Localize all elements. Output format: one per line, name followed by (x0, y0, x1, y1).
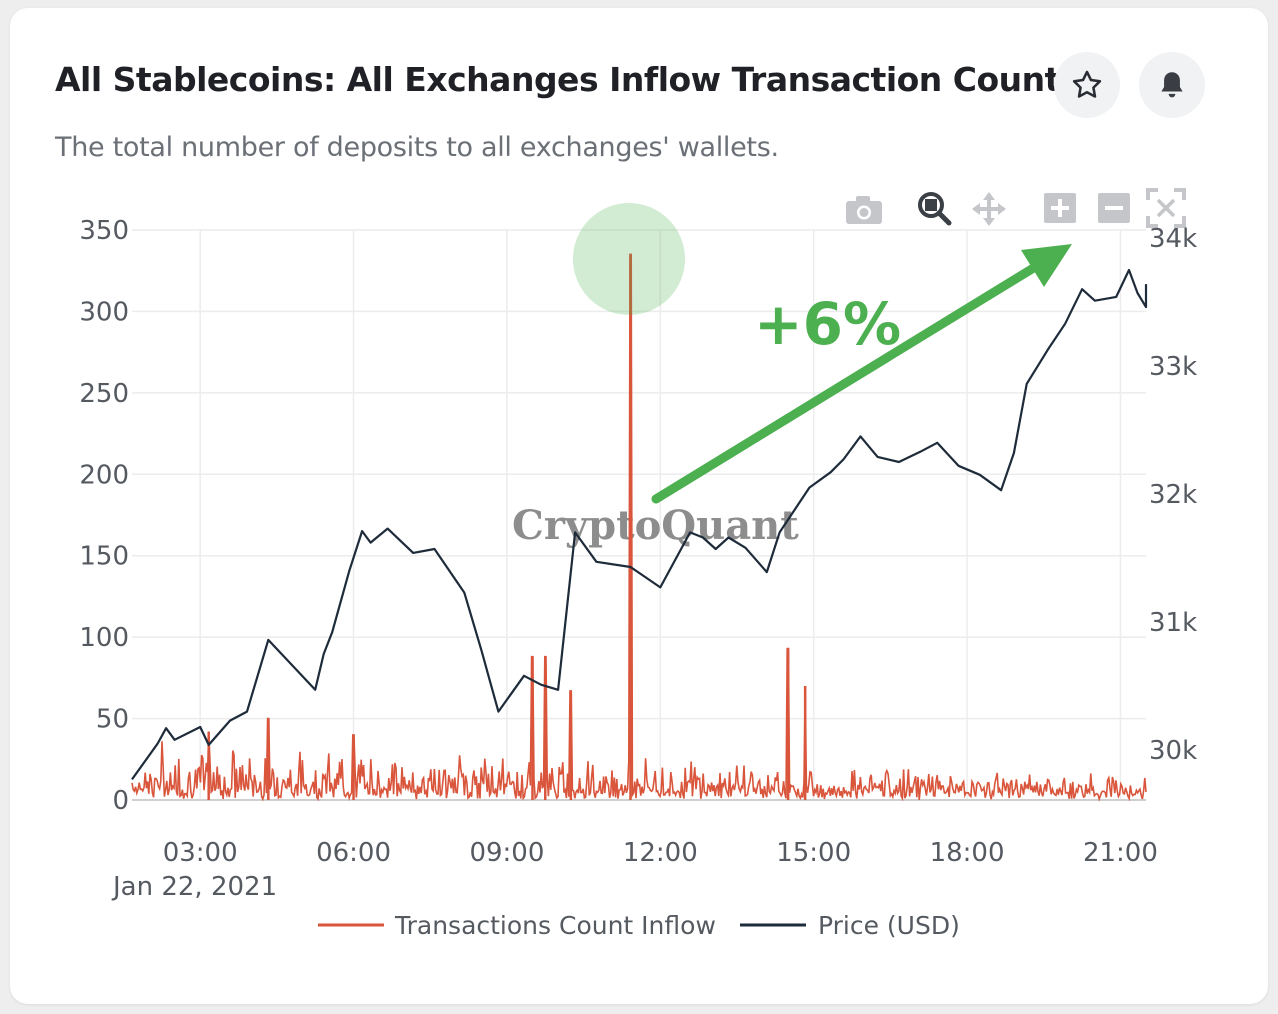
x-tick-label: 18:00 (930, 838, 1005, 868)
y-left-tick-label: 150 (79, 542, 129, 572)
y-left-tick-label: 250 (79, 379, 129, 409)
x-tick-label: 06:00 (316, 838, 391, 868)
y-left-tick-label: 200 (79, 460, 129, 490)
pan-icon[interactable] (972, 192, 1006, 226)
autoscale-icon[interactable] (1146, 188, 1186, 228)
x-date-label: Jan 22, 2021 (111, 872, 277, 902)
watermark-text: CryptoQuant (512, 502, 799, 549)
x-tick-label: 12:00 (623, 838, 698, 868)
series-price-usd (131, 268, 1148, 781)
inflow-line (131, 253, 1147, 802)
legend: Transactions Count Inflow Price (USD) (318, 911, 960, 940)
favorite-button[interactable] (1054, 52, 1120, 118)
y-right-tick-label: 31k (1149, 608, 1197, 638)
x-tick-label: 09:00 (469, 838, 544, 868)
legend-item-inflow[interactable]: Transactions Count Inflow (318, 911, 716, 940)
y-left-tick-label: 100 (79, 623, 129, 653)
y-right-tick-label: 34k (1149, 224, 1197, 254)
y-left-tick-label: 0 (112, 786, 129, 816)
zoom-in-icon[interactable] (1044, 193, 1076, 223)
right-axis: 30k 31k 32k 33k 34k (1149, 224, 1197, 766)
x-tick-label: 21:00 (1083, 838, 1158, 868)
trend-arrow (651, 244, 1072, 504)
left-axis: 0 50 100 150 200 250 300 350 (79, 216, 129, 816)
x-tick-label: 15:00 (776, 838, 851, 868)
zoom-out-icon[interactable] (1098, 193, 1130, 223)
y-right-tick-label: 33k (1149, 352, 1197, 382)
x-tick-label: 03:00 (163, 838, 238, 868)
y-left-tick-label: 300 (79, 297, 129, 327)
chart-title: All Stablecoins: All Exchanges Inflow Tr… (55, 60, 1060, 99)
camera-icon[interactable] (846, 196, 882, 224)
legend-label-price: Price (USD) (818, 911, 960, 940)
price-line (131, 268, 1148, 781)
legend-label-inflow: Transactions Count Inflow (394, 911, 716, 940)
alert-button[interactable] (1139, 52, 1205, 118)
legend-item-price[interactable]: Price (USD) (740, 911, 960, 940)
y-right-tick-label: 32k (1149, 480, 1197, 510)
bell-icon (1161, 72, 1183, 98)
star-icon (1072, 70, 1102, 98)
chart-toolbar (846, 188, 1186, 228)
chart-card (10, 8, 1268, 1004)
annotation-text: +6% (754, 290, 901, 358)
spike-highlight-circle (573, 203, 685, 315)
x-axis: 03:00 06:00 09:00 12:00 15:00 18:00 21:00 (163, 838, 1158, 868)
y-right-tick-label: 30k (1149, 736, 1197, 766)
y-left-tick-label: 350 (79, 216, 129, 246)
zoom-icon[interactable] (918, 192, 952, 226)
y-left-tick-label: 50 (96, 705, 129, 735)
series-transactions-count-inflow (131, 253, 1147, 802)
chart-subtitle: The total number of deposits to all exch… (55, 132, 779, 163)
